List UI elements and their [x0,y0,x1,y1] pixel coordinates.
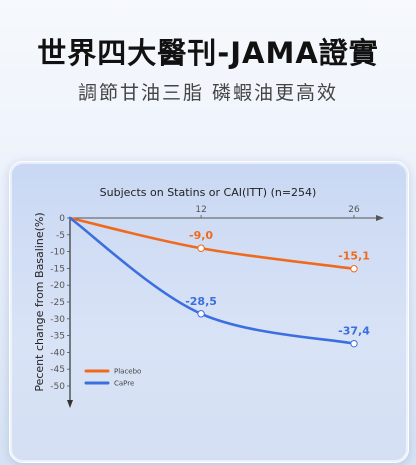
y-tick-label: -15 [50,264,65,274]
x-tick-label: 12 [195,205,206,215]
data-label-capre: -28,5 [185,295,217,308]
legend-label-capre: CaPre [114,380,134,388]
y-tick-label: -20 [50,281,65,291]
data-point-capre [350,339,358,348]
data-point-placebo [350,265,358,273]
chart-card [9,161,409,463]
y-tick-label: -35 [50,332,65,342]
y-axis-arrow [67,400,73,408]
chart-legend: Placebo CaPre [84,368,141,388]
y-tick-label: -45 [50,365,65,375]
y-tick-label: 0 [59,214,65,224]
data-label-capre: -37,4 [338,325,370,338]
chart-title: Subjects on Statins or CAI(ITT) (n=254) [100,186,317,199]
y-tick-label: -5 [56,231,65,241]
y-axis-label: Pecent change from Basaline(%) [33,212,46,391]
x-tick-label: 26 [348,205,360,215]
page-headline: 世界四大醫刊-JAMA證實 [37,36,379,70]
chart-axes: 0 -5 -10 -15 -20 -25 -30 -35 -40 -45 -50 12 26 [50,205,384,408]
page-subheadline: 調節甘油三脂 磷蝦油更高效 [77,82,339,104]
data-label-placebo: -15,1 [338,250,370,263]
data-point-placebo [197,244,205,252]
series-line-placebo [68,216,356,271]
y-tick-label: -40 [50,348,65,358]
legend-label-placebo: Placebo [114,368,141,376]
data-point-capre [197,310,205,318]
y-tick-label: -50 [50,382,65,392]
chart-marks: -9,0 -15,1 -28,5 -37,4 [68,216,370,348]
y-tick-label: -30 [50,315,65,325]
y-tick-label: -25 [50,298,65,308]
data-label-placebo: -9,0 [189,229,213,242]
x-axis-arrow [376,215,384,221]
y-tick-label: -10 [50,248,65,258]
